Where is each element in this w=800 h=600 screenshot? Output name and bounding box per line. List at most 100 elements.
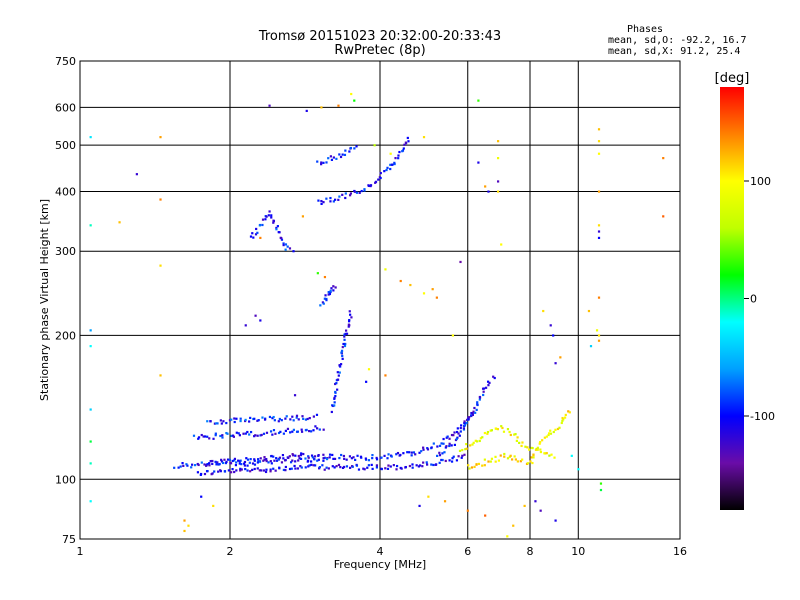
data-point xyxy=(205,464,208,467)
data-point xyxy=(482,390,485,393)
data-point xyxy=(554,362,557,365)
data-point xyxy=(213,470,216,473)
data-point xyxy=(249,470,252,473)
colorbar-tick-label: -100 xyxy=(750,410,775,423)
data-point xyxy=(559,356,562,359)
data-point xyxy=(358,191,361,194)
data-point xyxy=(344,332,347,335)
data-point xyxy=(389,163,392,166)
data-point xyxy=(342,342,345,346)
data-point xyxy=(394,157,397,160)
data-point xyxy=(532,456,535,459)
data-point xyxy=(486,432,489,435)
data-point xyxy=(344,192,347,195)
data-point xyxy=(430,446,433,449)
data-point xyxy=(239,417,242,420)
data-point xyxy=(183,519,186,522)
data-point xyxy=(277,458,281,461)
data-point xyxy=(314,464,317,467)
data-point xyxy=(280,461,284,464)
data-point xyxy=(317,199,320,202)
data-point xyxy=(441,452,444,455)
data-point xyxy=(320,202,323,206)
data-point xyxy=(408,451,411,454)
data-point xyxy=(336,388,339,391)
data-point xyxy=(350,316,353,319)
data-point xyxy=(279,430,282,433)
data-point xyxy=(422,292,426,295)
data-point xyxy=(310,463,313,466)
data-point xyxy=(340,349,344,352)
data-point xyxy=(238,462,241,465)
data-point xyxy=(401,150,404,153)
data-point xyxy=(367,464,370,467)
data-point xyxy=(328,453,332,456)
y-tick-label: 75 xyxy=(62,533,76,546)
data-point xyxy=(496,180,500,183)
data-point xyxy=(436,454,439,457)
x-tick-label: 4 xyxy=(377,545,384,558)
data-point xyxy=(263,456,266,459)
data-point xyxy=(349,192,353,195)
data-point xyxy=(597,140,601,143)
data-point xyxy=(253,467,256,471)
data-point xyxy=(297,454,300,458)
data-point xyxy=(348,466,352,469)
data-point xyxy=(304,457,307,460)
data-point xyxy=(438,461,441,464)
data-point xyxy=(261,218,265,221)
data-point xyxy=(337,104,340,107)
data-point xyxy=(228,458,231,462)
data-point xyxy=(466,509,469,512)
data-point xyxy=(478,396,482,399)
data-point xyxy=(330,410,333,414)
data-point xyxy=(387,464,390,467)
plot-frame xyxy=(79,60,681,540)
data-point xyxy=(496,428,499,431)
data-point xyxy=(226,458,230,461)
data-point xyxy=(273,419,276,422)
x-tick-labels: 1 2 4 6 8 10 16 xyxy=(77,545,688,558)
data-point xyxy=(311,456,314,459)
data-point xyxy=(355,145,358,148)
data-point xyxy=(403,143,406,146)
data-point xyxy=(526,446,529,449)
data-point xyxy=(490,429,493,432)
data-point xyxy=(325,197,328,200)
data-point xyxy=(277,420,280,423)
data-point xyxy=(261,416,264,419)
data-point xyxy=(244,418,247,422)
data-point xyxy=(253,435,256,438)
data-point xyxy=(515,439,518,442)
data-point xyxy=(375,458,379,461)
data-point xyxy=(332,285,335,288)
data-point xyxy=(310,460,313,463)
data-point xyxy=(220,458,223,461)
data-point xyxy=(496,140,500,143)
data-point xyxy=(299,457,303,460)
data-point xyxy=(325,297,328,301)
data-point xyxy=(662,215,665,218)
data-point xyxy=(483,458,486,461)
data-point xyxy=(554,519,557,522)
data-point xyxy=(577,468,580,471)
data-point xyxy=(477,161,480,164)
data-point xyxy=(248,461,251,464)
data-point xyxy=(545,435,548,438)
data-point xyxy=(287,456,290,460)
data-point xyxy=(493,376,496,380)
data-point xyxy=(589,345,593,348)
data-point xyxy=(206,463,209,466)
data-point xyxy=(379,171,382,175)
data-point xyxy=(524,445,527,448)
data-point xyxy=(312,464,315,467)
data-point xyxy=(257,460,260,463)
data-point xyxy=(260,433,263,437)
data-point xyxy=(342,465,346,469)
data-point xyxy=(446,435,449,438)
data-point xyxy=(223,458,226,461)
data-point xyxy=(293,464,296,468)
data-point xyxy=(426,448,430,451)
data-point xyxy=(432,442,435,445)
data-point xyxy=(595,329,599,332)
